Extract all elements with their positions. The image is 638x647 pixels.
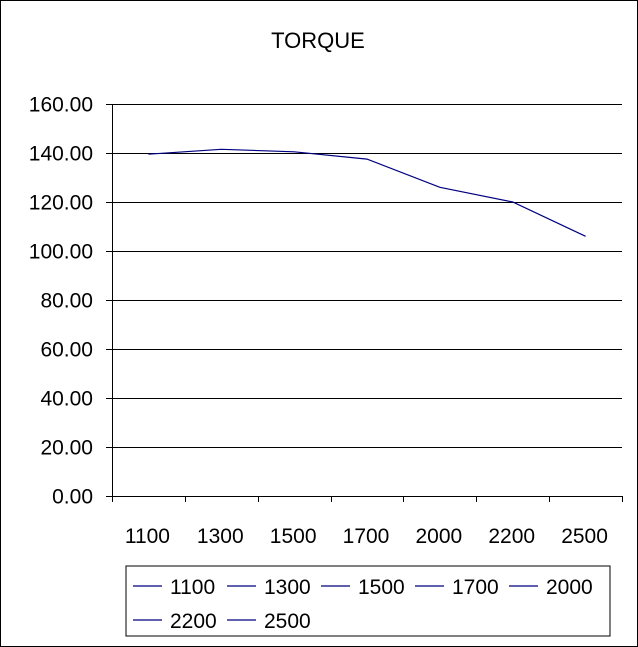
series-lines (148, 148, 586, 237)
y-axis-tick-labels: 0.00 20.00 40.00 60.00 80.00 100.00 120.00 140.… (29, 94, 93, 509)
x-axis-tick-labels: 1100 1300 1500 1700 2000 2200 2500 (125, 525, 608, 548)
x-tick-label: 1700 (343, 525, 390, 548)
legend-label: 1300 (264, 576, 311, 599)
x-tick-label: 1100 (125, 525, 170, 548)
gridlines (112, 104, 622, 448)
legend-label: 2200 (170, 610, 217, 633)
y-tick-label: 60.00 (40, 339, 93, 362)
series-line (148, 148, 586, 237)
x-tick-label: 1300 (197, 525, 244, 548)
x-tick-label: 1500 (270, 525, 317, 548)
x-tick-label: 2000 (415, 525, 462, 548)
y-tick-label: 140.00 (29, 143, 93, 166)
y-tick-label: 20.00 (40, 437, 93, 460)
axes (106, 104, 623, 502)
x-tick-label: 2200 (488, 525, 535, 548)
legend-label: 1500 (358, 576, 405, 599)
legend: 1100 1300 1500 1700 2000 2200 2500 (125, 565, 611, 637)
legend-label: 2000 (546, 576, 593, 599)
y-tick-label: 80.00 (40, 290, 93, 313)
legend-label: 1100 (170, 576, 215, 599)
legend-label: 2500 (264, 610, 311, 633)
legend-label: 1700 (452, 576, 499, 599)
chart-title: TORQUE (271, 28, 365, 53)
x-tick-label: 2500 (561, 525, 608, 548)
y-tick-label: 40.00 (40, 388, 93, 411)
y-tick-label: 0.00 (52, 486, 93, 509)
y-tick-label: 100.00 (29, 241, 93, 264)
y-tick-label: 160.00 (29, 94, 93, 117)
y-tick-label: 120.00 (29, 192, 93, 215)
legend-box (125, 565, 611, 637)
